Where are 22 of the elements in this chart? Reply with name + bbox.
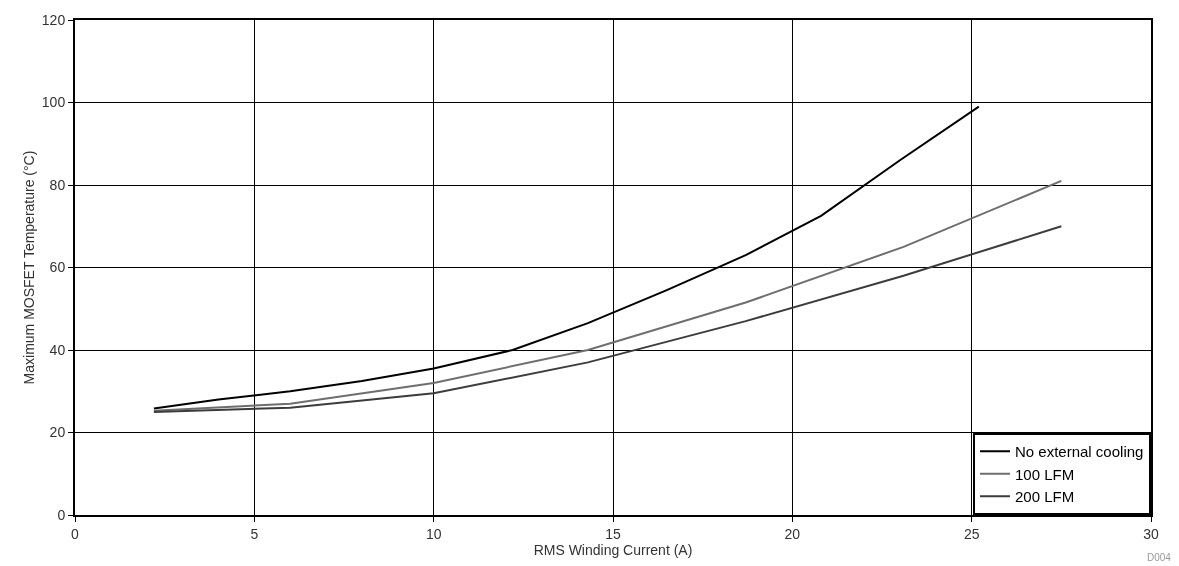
legend-label: No external cooling xyxy=(1015,443,1144,461)
y-tick-label: 120 xyxy=(41,11,66,28)
y-tick-label: 20 xyxy=(49,424,66,441)
y-tick-label: 100 xyxy=(41,94,66,111)
legend-label: 200 LFM xyxy=(1015,488,1075,506)
line-series xyxy=(152,225,1063,413)
x-tick-label: 30 xyxy=(1143,525,1159,542)
x-tick-label: 15 xyxy=(605,525,621,542)
x-axis-title: RMS Winding Current (A) xyxy=(533,541,693,558)
x-tick-label: 10 xyxy=(425,525,442,542)
y-tick-label: 40 xyxy=(49,341,66,358)
line-series xyxy=(152,179,1063,412)
x-tick-label: 0 xyxy=(71,525,80,542)
y-tick-label: 80 xyxy=(49,176,66,193)
legend-label: 100 LFM xyxy=(1015,465,1075,483)
text: D004 xyxy=(1147,552,1172,563)
x-tick-label: 20 xyxy=(784,525,801,542)
y-tick-label: 60 xyxy=(49,259,66,276)
x-tick-label: 5 xyxy=(250,525,259,542)
x-tick-label: 25 xyxy=(963,525,980,542)
y-tick-label: 0 xyxy=(57,506,66,523)
y-axis-title: Maximum MOSFET Temperature (°C) xyxy=(20,150,37,385)
